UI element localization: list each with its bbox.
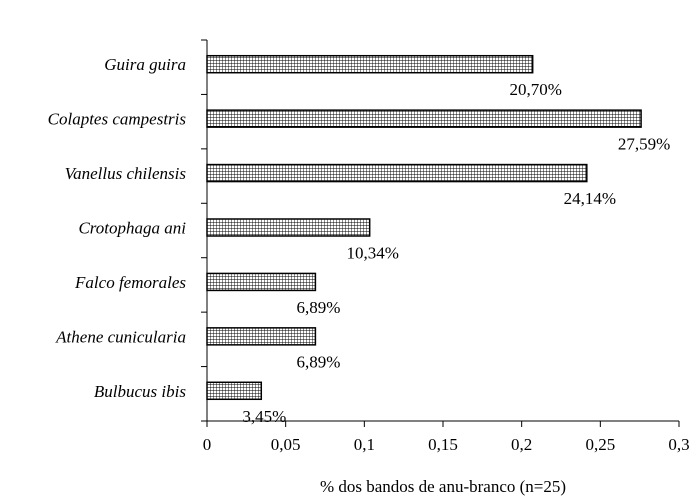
bar xyxy=(206,163,588,183)
bar xyxy=(206,218,371,237)
category-label: Athene cunicularia xyxy=(55,327,186,346)
bar xyxy=(206,54,534,74)
x-tick-label: 0,05 xyxy=(271,435,301,454)
x-tick-label: 0,25 xyxy=(585,435,615,454)
x-tick-label: 0,1 xyxy=(354,435,375,454)
category-label: Vanellus chilensis xyxy=(65,164,187,183)
bar xyxy=(206,109,642,128)
data-label: 20,70% xyxy=(509,80,561,99)
bar xyxy=(206,272,317,292)
x-tick-label: 0,2 xyxy=(511,435,532,454)
category-label: Guira guira xyxy=(104,55,186,74)
data-label: 27,59% xyxy=(618,135,670,154)
category-label: Bulbucus ibis xyxy=(94,382,186,401)
bar xyxy=(206,381,263,401)
data-label: 6,89% xyxy=(296,298,340,317)
data-label: 24,14% xyxy=(564,189,616,208)
bar xyxy=(206,327,317,346)
x-tick-label: 0 xyxy=(203,435,212,454)
data-label: 3,45% xyxy=(242,407,286,426)
category-label: Crotophaga ani xyxy=(78,219,186,238)
x-tick-label: 0,3 xyxy=(668,435,689,454)
data-label: 6,89% xyxy=(296,352,340,371)
category-label: Falco femorales xyxy=(74,273,186,292)
x-axis-title: % dos bandos de anu-branco (n=25) xyxy=(320,477,566,496)
plot-area: 0 0,05 0,1 0,15 0,2 0,25 0,3 % dos bandos de an… xyxy=(48,39,690,496)
x-tick-label: 0,15 xyxy=(428,435,458,454)
category-label: Colaptes campestris xyxy=(48,110,187,129)
data-label: 10,34% xyxy=(346,244,398,263)
